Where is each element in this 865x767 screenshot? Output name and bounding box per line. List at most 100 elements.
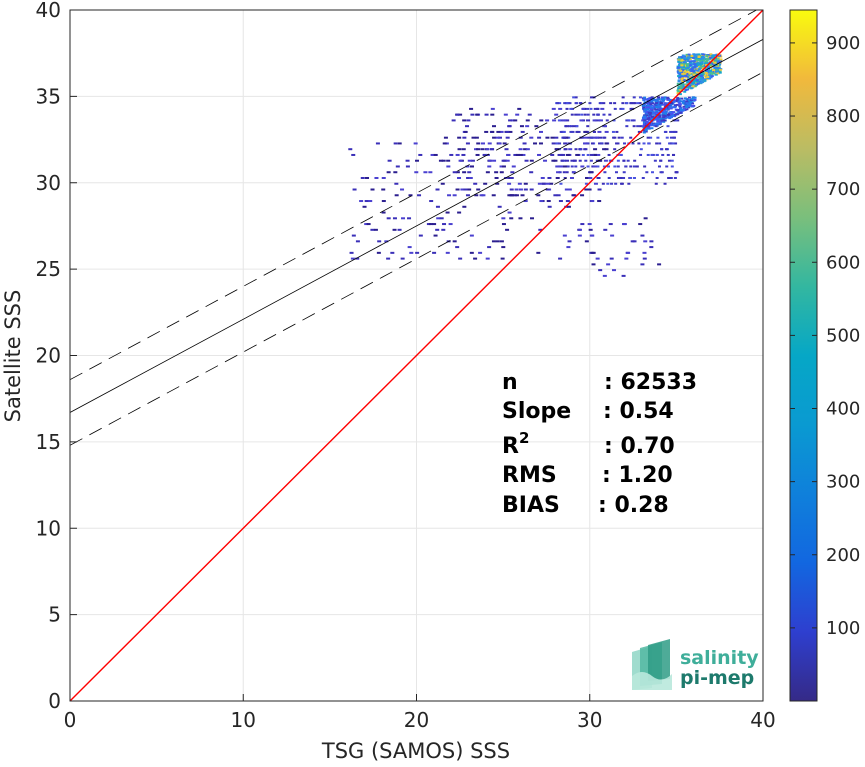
data-point: [659, 102, 663, 105]
data-point: [515, 153, 520, 156]
data-point: [647, 142, 651, 145]
data-point: [355, 240, 360, 243]
data-point: [377, 240, 382, 243]
data-point: [642, 129, 646, 132]
data-point: [699, 65, 703, 68]
data-point: [538, 142, 543, 145]
data-point: [505, 136, 510, 139]
data-point: [691, 81, 695, 84]
data-point: [580, 194, 585, 197]
data-point: [678, 74, 682, 77]
y-tick-label: 40: [36, 0, 61, 22]
data-point: [714, 58, 718, 61]
data-point: [564, 136, 569, 139]
data-point: [647, 126, 651, 129]
data-point: [475, 113, 480, 116]
data-point: [666, 96, 670, 99]
data-point: [583, 130, 588, 133]
data-point: [569, 176, 574, 179]
data-point: [649, 246, 654, 249]
stat-label-n: n: [502, 370, 518, 395]
data-point: [360, 176, 365, 179]
data-point: [435, 228, 440, 231]
data-point: [433, 153, 438, 156]
data-point: [700, 81, 704, 84]
data-point: [674, 142, 678, 145]
data-point: [680, 56, 684, 59]
data-point: [492, 125, 497, 128]
data-point: [675, 98, 679, 101]
data-point: [651, 102, 655, 105]
data-point: [683, 57, 687, 60]
data-point: [581, 153, 585, 156]
data-point: [683, 62, 687, 65]
data-point: [703, 78, 707, 81]
data-point: [660, 148, 664, 151]
data-point: [668, 115, 672, 118]
data-point: [518, 217, 523, 220]
data-point: [501, 223, 506, 226]
data-point: [653, 123, 657, 126]
data-point: [678, 57, 682, 60]
data-point: [655, 113, 659, 116]
data-point: [598, 142, 602, 145]
data-point: [679, 66, 683, 69]
data-point: [701, 57, 705, 60]
data-point: [622, 159, 626, 162]
data-point: [708, 64, 712, 67]
data-point: [612, 269, 617, 272]
data-point: [662, 98, 666, 101]
x-tick-label: 30: [577, 708, 602, 732]
data-point: [705, 78, 709, 81]
data-point: [555, 142, 559, 145]
data-point: [443, 136, 448, 139]
data-point: [352, 188, 357, 191]
data-point: [446, 165, 451, 168]
data-point: [690, 60, 694, 63]
data-point: [609, 102, 613, 105]
data-point: [476, 188, 481, 191]
data-point: [678, 56, 682, 59]
data-point: [479, 194, 484, 197]
data-point: [646, 106, 650, 109]
data-point: [695, 60, 699, 63]
data-point: [519, 125, 524, 128]
data-point: [442, 142, 447, 145]
data-point: [681, 84, 685, 87]
data-point: [693, 98, 697, 101]
data-point: [418, 234, 423, 237]
data-point: [595, 257, 600, 260]
data-point: [518, 148, 523, 151]
data-point: [631, 142, 635, 145]
data-point: [510, 171, 515, 174]
data-point: [563, 176, 567, 179]
data-point: [442, 223, 447, 226]
data-point: [473, 182, 478, 185]
y-tick-label: 15: [36, 430, 61, 454]
data-point: [537, 153, 542, 156]
data-point: [632, 119, 636, 122]
data-point: [643, 240, 648, 243]
data-point: [583, 113, 587, 116]
data-point: [562, 119, 567, 122]
data-point: [630, 119, 634, 122]
data-point: [619, 176, 623, 179]
data-point: [699, 60, 703, 63]
data-point: [643, 217, 648, 220]
data-point: [714, 68, 718, 71]
data-point: [677, 100, 681, 103]
data-point: [622, 171, 626, 174]
data-point: [351, 234, 356, 237]
data-point: [682, 99, 686, 102]
data-point: [669, 142, 673, 145]
data-point: [718, 62, 722, 65]
data-point: [609, 257, 614, 260]
data-point: [703, 58, 707, 61]
data-point: [393, 171, 398, 174]
data-point: [691, 85, 695, 88]
data-point: [529, 171, 534, 174]
data-point: [593, 182, 598, 185]
data-point: [709, 53, 713, 56]
data-point: [719, 58, 723, 61]
data-point: [672, 100, 676, 103]
